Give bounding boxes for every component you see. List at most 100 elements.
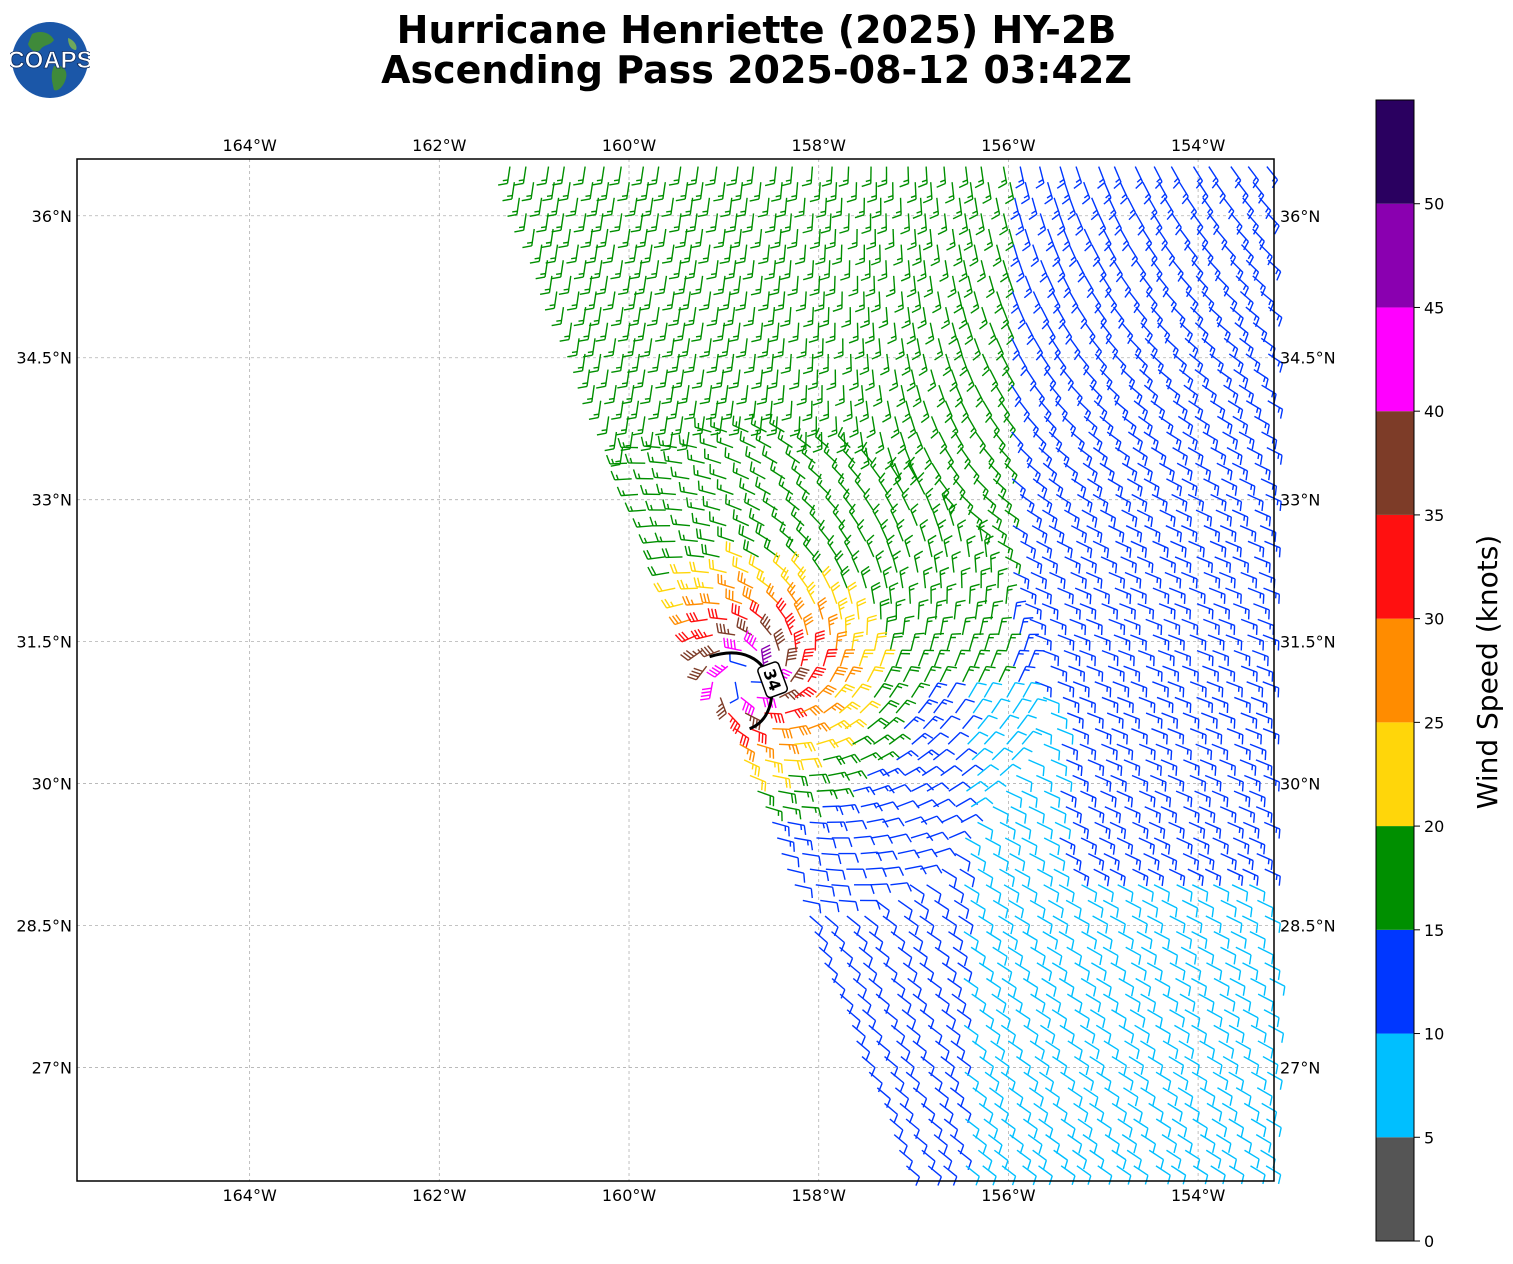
barb-flag (906, 245, 917, 251)
wind-barb (717, 338, 730, 358)
barb-flag (693, 465, 696, 475)
barb-shaft (665, 556, 683, 559)
barb-flag (846, 198, 857, 203)
wind-barb (1069, 337, 1081, 361)
barb-flag (840, 276, 850, 281)
barb-half-flag (800, 304, 806, 307)
barb-half-flag (638, 288, 645, 291)
barb-flag (854, 354, 864, 360)
barb-half-flag (608, 397, 615, 400)
barb-flag (809, 245, 820, 250)
barb-flag (1218, 578, 1221, 589)
wind-barb (838, 166, 850, 187)
barb-flag (622, 354, 633, 358)
wind-barb (1234, 322, 1249, 343)
barb-flag (624, 213, 635, 217)
wind-barb (929, 197, 940, 220)
wind-barb (831, 244, 843, 266)
wind-barb (794, 244, 807, 265)
barb-flag (631, 182, 641, 186)
barb-half-flag (843, 226, 849, 229)
barb-half-flag (1203, 377, 1207, 383)
barb-half-flag (921, 179, 928, 183)
barb-flag (1271, 179, 1279, 189)
barb-flag (1071, 594, 1074, 605)
wind-barb (936, 166, 947, 188)
barb-flag (603, 354, 614, 358)
barb-half-flag (871, 195, 877, 198)
barb-half-flag (785, 179, 792, 182)
barb-half-flag (881, 226, 887, 230)
barb-flag (1044, 625, 1047, 636)
barb-flag (871, 214, 882, 219)
barb-flag (794, 214, 804, 218)
barb-flag (699, 401, 710, 405)
barb-flag (732, 509, 735, 519)
barb-half-flag (1024, 241, 1030, 246)
barb-half-flag (966, 241, 972, 246)
wind-barb (1119, 181, 1129, 205)
barb-half-flag (1112, 348, 1116, 354)
barb-flag (773, 354, 783, 359)
barb-half-flag (904, 620, 910, 623)
barb-flag (529, 213, 540, 217)
barb-half-flag (507, 194, 513, 197)
barb-flag (1229, 563, 1232, 573)
wind-barb (975, 213, 985, 236)
wind-barb (948, 322, 958, 345)
barb-half-flag (1186, 515, 1189, 522)
barb-flag (934, 632, 945, 635)
barb-flag (566, 307, 577, 311)
barb-half-flag (993, 210, 1000, 215)
barb-half-flag (718, 241, 724, 244)
barb-half-flag (910, 241, 916, 246)
wind-barb (1076, 259, 1086, 283)
barb-flag (1254, 532, 1257, 542)
barb-flag (825, 339, 835, 344)
wind-barb (940, 306, 951, 330)
barb-flag (809, 292, 819, 297)
barb-half-flag (753, 420, 757, 426)
barb-half-flag (688, 366, 694, 369)
barb-half-flag (864, 273, 871, 276)
barb-flag (854, 214, 865, 219)
barb-flag (1124, 289, 1132, 298)
barb-half-flag (1041, 272, 1047, 277)
barb-half-flag (512, 210, 518, 213)
barb-half-flag (754, 241, 761, 245)
barb-shaft (968, 586, 972, 604)
barb-half-flag (950, 288, 956, 293)
barb-half-flag (1105, 240, 1110, 246)
barb-flag (1183, 594, 1186, 604)
barb-flag (1015, 182, 1025, 189)
barb-half-flag (703, 304, 709, 307)
barb-flag (1089, 594, 1092, 605)
barb-flag (1100, 320, 1107, 330)
barb-flag (724, 276, 734, 280)
barb-half-flag (1209, 346, 1213, 353)
barb-half-flag (635, 226, 641, 229)
barb-flag (1139, 579, 1142, 589)
wind-barb (624, 244, 638, 264)
barb-half-flag (1065, 333, 1071, 339)
barb-flag (764, 182, 775, 187)
barb-flag (774, 260, 785, 265)
barb-flag (1147, 380, 1153, 390)
barb-flag (1267, 256, 1273, 266)
wind-barb (826, 369, 837, 391)
wind-barb (762, 353, 774, 374)
barb-half-flag (1095, 348, 1100, 354)
barb-half-flag (651, 456, 654, 463)
barb-half-flag (784, 226, 791, 229)
barb-flag (877, 182, 887, 188)
wind-barb (825, 228, 837, 250)
barb-flag (815, 260, 825, 265)
barb-flag (551, 323, 562, 327)
wind-barb (1119, 228, 1130, 252)
barb-half-flag (658, 241, 664, 244)
barb-half-flag (1067, 547, 1070, 553)
wind-barb (595, 322, 609, 342)
barb-half-flag (622, 288, 629, 291)
barb-flag (952, 214, 962, 220)
barb-shaft (818, 275, 821, 293)
